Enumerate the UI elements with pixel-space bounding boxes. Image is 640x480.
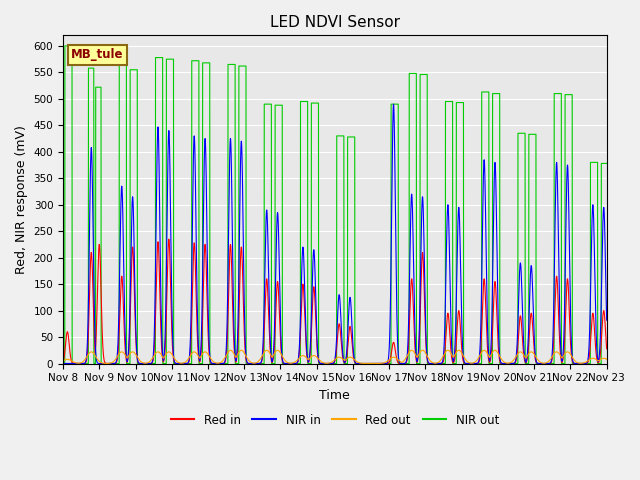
- Text: MB_tule: MB_tule: [71, 48, 124, 61]
- Red out: [175, 360, 183, 366]
- Red in: [263, 276, 271, 282]
- Red in: [165, 236, 173, 242]
- Line: NIR out: NIR out: [63, 46, 607, 363]
- NIR out: [487, 360, 495, 366]
- Red out: [603, 356, 611, 362]
- NIR in: [262, 208, 270, 214]
- Title: LED NDVI Sensor: LED NDVI Sensor: [270, 15, 400, 30]
- NIR in: [603, 317, 611, 323]
- Red out: [410, 349, 418, 355]
- Legend: Red in, NIR in, Red out, NIR out: Red in, NIR in, Red out, NIR out: [166, 409, 504, 431]
- NIR out: [59, 360, 67, 366]
- X-axis label: Time: Time: [319, 389, 350, 402]
- Red in: [603, 346, 611, 352]
- NIR in: [410, 277, 418, 283]
- Red out: [487, 352, 495, 358]
- NIR out: [61, 43, 68, 49]
- Red out: [59, 358, 67, 364]
- NIR in: [601, 227, 609, 233]
- Red out: [170, 354, 177, 360]
- Red out: [491, 348, 499, 353]
- Red in: [170, 357, 177, 363]
- NIR in: [170, 353, 177, 359]
- NIR in: [487, 343, 495, 349]
- NIR out: [603, 160, 611, 166]
- Red in: [410, 321, 418, 326]
- Red in: [59, 359, 67, 365]
- NIR out: [410, 71, 418, 76]
- Red out: [368, 360, 376, 366]
- Red out: [601, 356, 609, 361]
- NIR in: [390, 101, 397, 107]
- Red out: [262, 348, 270, 353]
- Red in: [175, 360, 183, 366]
- NIR in: [175, 360, 183, 366]
- Line: Red in: Red in: [63, 239, 607, 363]
- NIR in: [59, 360, 67, 366]
- NIR out: [170, 360, 177, 366]
- NIR out: [601, 160, 609, 166]
- Line: Red out: Red out: [63, 350, 607, 363]
- NIR out: [263, 101, 271, 107]
- Y-axis label: Red, NIR response (mV): Red, NIR response (mV): [15, 125, 28, 274]
- Red in: [487, 353, 495, 359]
- Red in: [368, 360, 376, 366]
- Red in: [601, 316, 609, 322]
- Line: NIR in: NIR in: [63, 104, 607, 363]
- NIR out: [175, 360, 183, 366]
